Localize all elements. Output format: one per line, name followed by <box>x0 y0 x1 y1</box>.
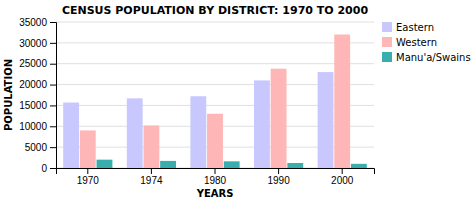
x-tick-label: 1974 <box>140 175 163 186</box>
y-tick: 15000 <box>19 100 56 111</box>
bar <box>271 69 287 168</box>
y-tick: 25000 <box>19 58 56 69</box>
bar <box>254 80 270 168</box>
bar <box>80 130 96 168</box>
x-tick: 1980 <box>204 168 227 186</box>
legend-label: Western <box>396 37 437 48</box>
y-tick-mark <box>50 126 56 127</box>
x-tick-label: 1990 <box>267 175 290 186</box>
bar <box>190 96 206 168</box>
y-tick: 10000 <box>19 121 56 132</box>
bar <box>63 103 79 168</box>
y-axis-line <box>50 23 57 169</box>
y-tick: 5000 <box>25 142 56 153</box>
bar <box>97 160 113 168</box>
bar <box>351 164 367 168</box>
y-tick-label: 20000 <box>19 79 47 90</box>
legend-item: Western <box>382 37 437 48</box>
legend-swatch <box>382 52 392 62</box>
bar-series <box>63 72 333 168</box>
bars <box>63 35 367 168</box>
bar-series <box>97 160 367 168</box>
title: CENSUS POPULATION BY DISTRICT: 1970 TO 2… <box>62 4 369 17</box>
bar <box>143 125 159 168</box>
y-tick-label: 35000 <box>19 17 47 28</box>
grid <box>56 22 374 168</box>
x-tick-mark <box>87 168 88 174</box>
x-tick: 1990 <box>267 168 290 186</box>
bar <box>207 114 223 168</box>
grid-line <box>56 63 374 64</box>
y-tick-label: 0 <box>41 163 47 174</box>
bar-series <box>80 35 350 168</box>
y-tick-mark <box>50 147 56 148</box>
x-tick-label: 1970 <box>77 175 100 186</box>
legend-item: Manu'a/Swains <box>382 52 471 63</box>
x-tick: 1974 <box>140 168 163 186</box>
x-axis-line <box>57 169 375 175</box>
x-tick-label: 1980 <box>204 175 227 186</box>
y-tick-label: 25000 <box>19 58 47 69</box>
y-tick-label: 15000 <box>19 100 47 111</box>
grid-line <box>56 22 374 23</box>
y-tick-mark <box>50 64 56 65</box>
y-tick-mark <box>50 22 56 23</box>
x-tick: 2000 <box>331 168 354 186</box>
legend-item: Eastern <box>382 22 434 33</box>
x-tick-mark <box>151 168 152 174</box>
y-tick: 0 <box>41 163 56 174</box>
x-axis: 1970 1974 1980 1990 2000 <box>57 168 375 186</box>
chart: 1970197419801990200005000100001500020000… <box>0 0 474 202</box>
legend-label: Manu'a/Swains <box>396 52 471 63</box>
y-tick-label: 10000 <box>19 121 47 132</box>
y-tick: 30000 <box>19 38 56 49</box>
bar <box>318 72 334 168</box>
y-tick-label: 30000 <box>19 38 47 49</box>
y-tick-mark <box>50 85 56 86</box>
x-tick-mark <box>342 168 343 174</box>
legend-swatch <box>382 22 392 32</box>
legend-swatch <box>382 37 392 47</box>
x-tick-mark <box>215 168 216 174</box>
x-tick: 1970 <box>77 168 100 186</box>
x-tick-mark <box>278 168 279 174</box>
y-tick-mark <box>50 43 56 44</box>
legend-label: Eastern <box>396 22 434 33</box>
grid-line <box>56 42 374 43</box>
y-tick: 20000 <box>19 79 56 90</box>
legend: Eastern Western Manu'a/Swains <box>382 22 471 63</box>
bar <box>334 35 350 168</box>
bar <box>160 161 176 168</box>
bar <box>224 161 240 168</box>
y-tick-mark <box>50 105 56 106</box>
y-tick-mark <box>50 168 56 169</box>
y-axis-title: POPULATION <box>3 59 14 131</box>
y-axis: 0 5000 10000 15000 20000 25000 30000 35000 <box>19 17 56 174</box>
bar <box>287 163 303 168</box>
y-tick-label: 5000 <box>25 142 48 153</box>
x-axis-title: YEARS <box>196 188 234 199</box>
y-tick: 35000 <box>19 17 56 28</box>
bar <box>127 98 143 168</box>
x-tick-label: 2000 <box>331 175 354 186</box>
plot: 1970197419801990200005000100001500020000… <box>19 17 374 186</box>
